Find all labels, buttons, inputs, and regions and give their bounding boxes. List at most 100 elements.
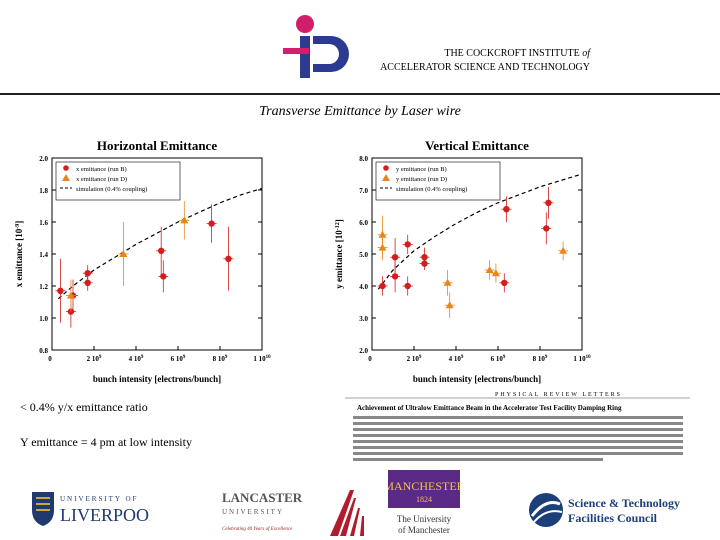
vertical-point-series1 [378,243,387,251]
horizontal-ytick-label: 0.8 [39,347,48,355]
vertical-xtick-label: 6 109 [491,355,506,363]
vertical-point-series0 [379,282,386,290]
vertical-ytick-label: 6.0 [359,219,368,227]
svg-text:Facilities Council: Facilities Council [568,511,658,525]
horizontal-point-series0 [225,255,232,262]
horizontal-point-series1 [180,216,189,224]
vertical-point-series0 [543,225,550,232]
vertical-xtick-label: 4 109 [449,355,464,363]
horizontal-xtick-label: 2 109 [87,355,102,363]
svg-text:UNIVERSITY: UNIVERSITY [222,508,284,516]
vertical-point-series0 [545,199,552,206]
horizontal-legend-label: simulation (0.4% coupling) [76,186,147,193]
cockcroft-institute-logo [283,15,349,78]
horizontal-point-series0 [158,247,165,254]
horizontal-ytick-label: 1.6 [39,219,48,227]
horizontal-y-axis-label: x emittance [10-9] [14,221,24,287]
horizontal-ytick-label: 2.0 [39,155,48,163]
horizontal-point-series0 [84,270,91,277]
vertical-xtick-label: 1 1010 [573,355,591,363]
horizontal-xtick-label: 6 109 [171,355,186,363]
vertical-xtick-label: 8 109 [533,355,548,363]
vertical-point-series0 [391,254,399,261]
vertical-point-series1 [485,266,494,273]
vertical-point-series0 [404,282,411,290]
svg-text:MANCHESTER: MANCHESTER [388,479,460,493]
vertical-emittance-chart: Vertical Emittance 2.0 3.0 4.0 5.0 6.0 7.0 8.0 2… [334,138,591,384]
vertical-x-axis-label: bunch intensity [electrons/bunch] [413,374,541,384]
horizontal-ytick-label: 1.4 [39,251,48,259]
horizontal-legend-label: x emittance (run B) [76,166,127,173]
university-of-manchester-logo: MANCHESTER 1824 The University of Manche… [388,470,460,535]
horizontal-point-series1 [66,291,75,299]
vertical-legend: y emittance (run B) y emittance (run D) si… [375,161,501,201]
vertical-point-series0 [421,260,428,267]
header-divider [0,93,720,95]
horizontal-ytick-label: 1.0 [39,315,48,323]
vertical-y-axis-label: y emittance [10-12] [334,219,344,288]
vertical-legend-marker [382,174,390,181]
horizontal-xtick-label: 8 109 [213,355,228,363]
vertical-simulation-curve [377,173,583,290]
horizontal-point-series0 [57,287,64,294]
svg-text:Science & Technology: Science & Technology [568,496,680,510]
horizontal-xtick-label: 1 1010 [253,355,271,363]
paper-journal: PHYSICAL REVIEW LETTERS [495,392,622,398]
horizontal-point-series0 [208,220,215,227]
prl-paper-thumbnail: PHYSICAL REVIEW LETTERS Achievement of U… [345,392,690,461]
vertical-legend-box [375,161,501,201]
horizontal-point-series0 [160,273,167,280]
vertical-ytick-label: 7.0 [359,187,368,195]
vertical-legend-label: simulation (0.4% coupling) [396,186,467,193]
horizontal-emittance-chart: Horizontal Emittance 0.8 1.0 1.2 1.4 1.6 1.8 2.… [14,138,271,384]
lancaster-university-logo: LANCASTER UNIVERSITY Celebrating 40 Year… [222,490,364,536]
vertical-point-series1 [491,269,500,277]
horizontal-legend-marker [63,165,69,171]
horizontal-point-series0 [84,279,91,286]
vertical-xtick-label-zero: 0 [368,355,372,363]
vertical-ytick-label: 5.0 [359,251,368,259]
vertical-point-series1 [443,278,452,286]
vertical-legend-label: y emittance (run D) [396,176,447,183]
horizontal-chart-title: Horizontal Emittance [97,138,217,153]
svg-text:Celebrating 40 Years of Excell: Celebrating 40 Years of Excellence [222,527,293,532]
svg-text:1824: 1824 [416,495,432,504]
vertical-point-series1 [559,246,568,254]
vertical-ytick-label: 4.0 [359,283,368,291]
svg-text:LIVERPOOL: LIVERPOOL [60,505,150,525]
svg-text:UNIVERSITY OF: UNIVERSITY OF [60,495,138,503]
horizontal-legend-label: x emittance (run D) [76,176,127,183]
vertical-ytick-label: 3.0 [359,315,368,323]
horizontal-legend-box [55,161,181,201]
horizontal-legend-marker [62,174,70,181]
stfc-logo: Science & Technology Facilities Council [529,493,680,527]
y-emittance-text: Y emittance = 4 pm at low intensity [20,435,192,449]
vertical-point-series0 [501,279,508,286]
horizontal-legend: x emittance (run B) x emittance (run D) si… [55,161,181,201]
institute-name-line1: THE COCKCROFT INSTITUTE of [444,48,590,59]
vertical-legend-label: y emittance (run B) [396,166,447,173]
svg-text:LANCASTER: LANCASTER [222,490,303,505]
horizontal-ytick-label: 1.8 [39,187,48,195]
svg-text:The University: The University [397,514,452,524]
emittance-ratio-text: < 0.4% y/x emittance ratio [20,400,148,414]
vertical-point-series0 [503,206,510,213]
vertical-point-series1 [445,301,454,309]
university-of-liverpool-logo: UNIVERSITY OF LIVERPOOL [32,492,150,526]
vertical-ytick-label: 8.0 [359,155,368,163]
vertical-point-series0 [404,241,411,248]
svg-text:of Manchester: of Manchester [398,525,450,535]
vertical-legend-marker [383,165,389,171]
horizontal-xtick-label-zero: 0 [48,355,52,363]
horizontal-point-series1 [119,250,128,257]
horizontal-ytick-label: 1.2 [39,283,48,291]
vertical-chart-title: Vertical Emittance [425,138,529,153]
paper-title: Achievement of Ultralow Emittance Beam i… [357,404,622,412]
horizontal-xtick-label: 4 109 [129,355,144,363]
institute-name-line2: ACCELERATOR SCIENCE AND TECHNOLOGY [380,62,590,73]
vertical-point-series1 [378,230,387,238]
vertical-ytick-label: 2.0 [359,347,368,355]
horizontal-x-axis-label: bunch intensity [electrons/bunch] [93,374,221,384]
vertical-xtick-label: 2 109 [407,355,422,363]
slide-title: Transverse Emittance by Laser wire [259,104,461,119]
